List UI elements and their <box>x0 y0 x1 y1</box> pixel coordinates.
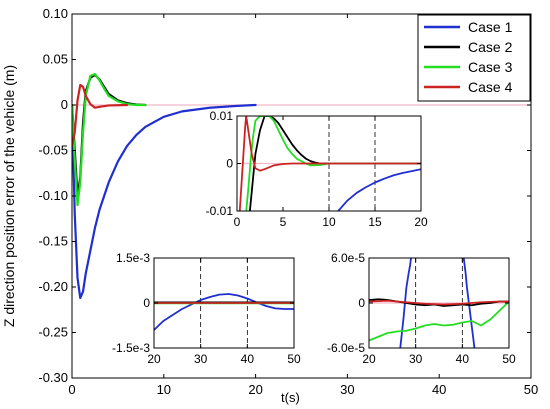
main-x-ticks: 0 10 20 30 40 50 <box>68 14 538 397</box>
inset_20_50_b-series-case-1-1 <box>462 258 476 348</box>
inset_0_20-ytick-label: 0.01 <box>210 109 234 123</box>
legend-label-case-4: Case 4 <box>468 79 513 95</box>
inset_0_20-xtick-label: 15 <box>368 215 382 229</box>
main-ytick-label: 0.10 <box>43 6 68 21</box>
inset_20_50_a-ytick-label: -1.5e-3 <box>112 341 150 355</box>
main-y-axis-label: Z direction position error of the vehicl… <box>1 65 17 327</box>
inset_0_20-ytick-label: -0.01 <box>206 204 234 218</box>
main-xtick-label: 10 <box>157 382 171 397</box>
inset-0-20-series-group <box>237 116 421 211</box>
inset-20-50-a-ticks: -1.5e-3 0 1.5e-3 20 30 40 50 <box>112 251 301 366</box>
main-series-group <box>72 72 531 300</box>
inset_20_50_a-series-case-1-0 <box>154 293 294 331</box>
inset_0_20-ytick-label: 0 <box>226 157 233 171</box>
inset_20_50_b-ytick-label: 6.0e-5 <box>331 251 365 265</box>
main-ytick-label: -0.30 <box>38 370 68 385</box>
inset_20_50_a-xtick-label: 40 <box>241 352 255 366</box>
inset_0_20-xtick-label: 0 <box>234 215 241 229</box>
inset_20_50_b-xtick-label: 50 <box>502 352 516 366</box>
legend-label-case-3: Case 3 <box>468 59 513 75</box>
main-y-ticks: -0.30 -0.25 -0.20 -0.15 -0.10 -0.05 0 0.05 0.10 <box>38 6 531 385</box>
inset_0_20-series-case-2-1 <box>248 116 421 211</box>
main-ytick-label: -0.20 <box>38 279 68 294</box>
inset_20_50_b-ytick-label: -6.0e-5 <box>327 341 365 355</box>
inset_0_20-series-case-4-3 <box>238 116 421 211</box>
inset_20_50_a-ytick-label: 0 <box>143 296 150 310</box>
legend-entries: Case 1 Case 2 Case 3 Case 4 <box>424 19 513 95</box>
inset_20_50_a-xtick-label: 30 <box>194 352 208 366</box>
main-xtick-label: 0 <box>68 382 75 397</box>
main-series-case-4-3 <box>72 83 129 148</box>
inset_20_50_a-ytick-label: 1.5e-3 <box>116 251 150 265</box>
inset-20-50-a: -1.5e-3 0 1.5e-3 20 30 40 50 <box>112 251 301 366</box>
main-x-axis-label: t(s) <box>281 390 300 405</box>
inset_0_20-series-case-1-0 <box>337 168 421 211</box>
inset-20-50-b-series-group <box>369 258 509 348</box>
main-ytick-label: -0.10 <box>38 188 68 203</box>
inset-20-50-b: -6.0e-5 0 6.0e-5 20 30 40 50 <box>327 251 516 366</box>
inset_20_50_a-xtick-label: 20 <box>147 352 161 366</box>
inset-20-50-a-series-group <box>154 258 294 348</box>
main-xtick-label: 40 <box>432 382 446 397</box>
main-xtick-label: 20 <box>248 382 262 397</box>
main-ytick-label: 0.05 <box>43 52 68 67</box>
legend-label-case-2: Case 2 <box>468 39 513 55</box>
inset_0_20-xtick-label: 5 <box>280 215 287 229</box>
inset_20_50_b-xtick-label: 30 <box>409 352 423 366</box>
inset_20_50_b-ytick-label: 0 <box>358 296 365 310</box>
inset_20_50_a-xtick-label: 50 <box>287 352 301 366</box>
inset-20-50-b-ticks: -6.0e-5 0 6.0e-5 20 30 40 50 <box>327 251 516 366</box>
inset_20_50_b-xtick-label: 20 <box>362 352 376 366</box>
inset_20_50_b-xtick-label: 40 <box>456 352 470 366</box>
inset_0_20-series-case-3-2 <box>245 116 421 211</box>
inset_0_20-xtick-label: 10 <box>322 215 336 229</box>
main-ytick-label: -0.15 <box>38 234 68 249</box>
main-xtick-label: 50 <box>524 382 538 397</box>
main-xtick-label: 30 <box>340 382 354 397</box>
main-series-case-3-2 <box>72 72 147 207</box>
main-ytick-label: -0.05 <box>38 143 68 158</box>
inset_20_50_b-series-case-3-3 <box>369 300 509 342</box>
inset_20_50_b-series-case-4-4 <box>369 299 509 306</box>
legend-label-case-1: Case 1 <box>468 19 513 35</box>
main-ytick-label: 0 <box>61 97 68 112</box>
main-ytick-label: -0.25 <box>38 325 68 340</box>
inset_0_20-xtick-label: 20 <box>414 215 428 229</box>
main-series-case-1-0 <box>72 103 257 300</box>
legend: Case 1 Case 2 Case 3 Case 4 <box>417 14 531 102</box>
inset_20_50_b-series-case-1-0 <box>399 258 412 348</box>
